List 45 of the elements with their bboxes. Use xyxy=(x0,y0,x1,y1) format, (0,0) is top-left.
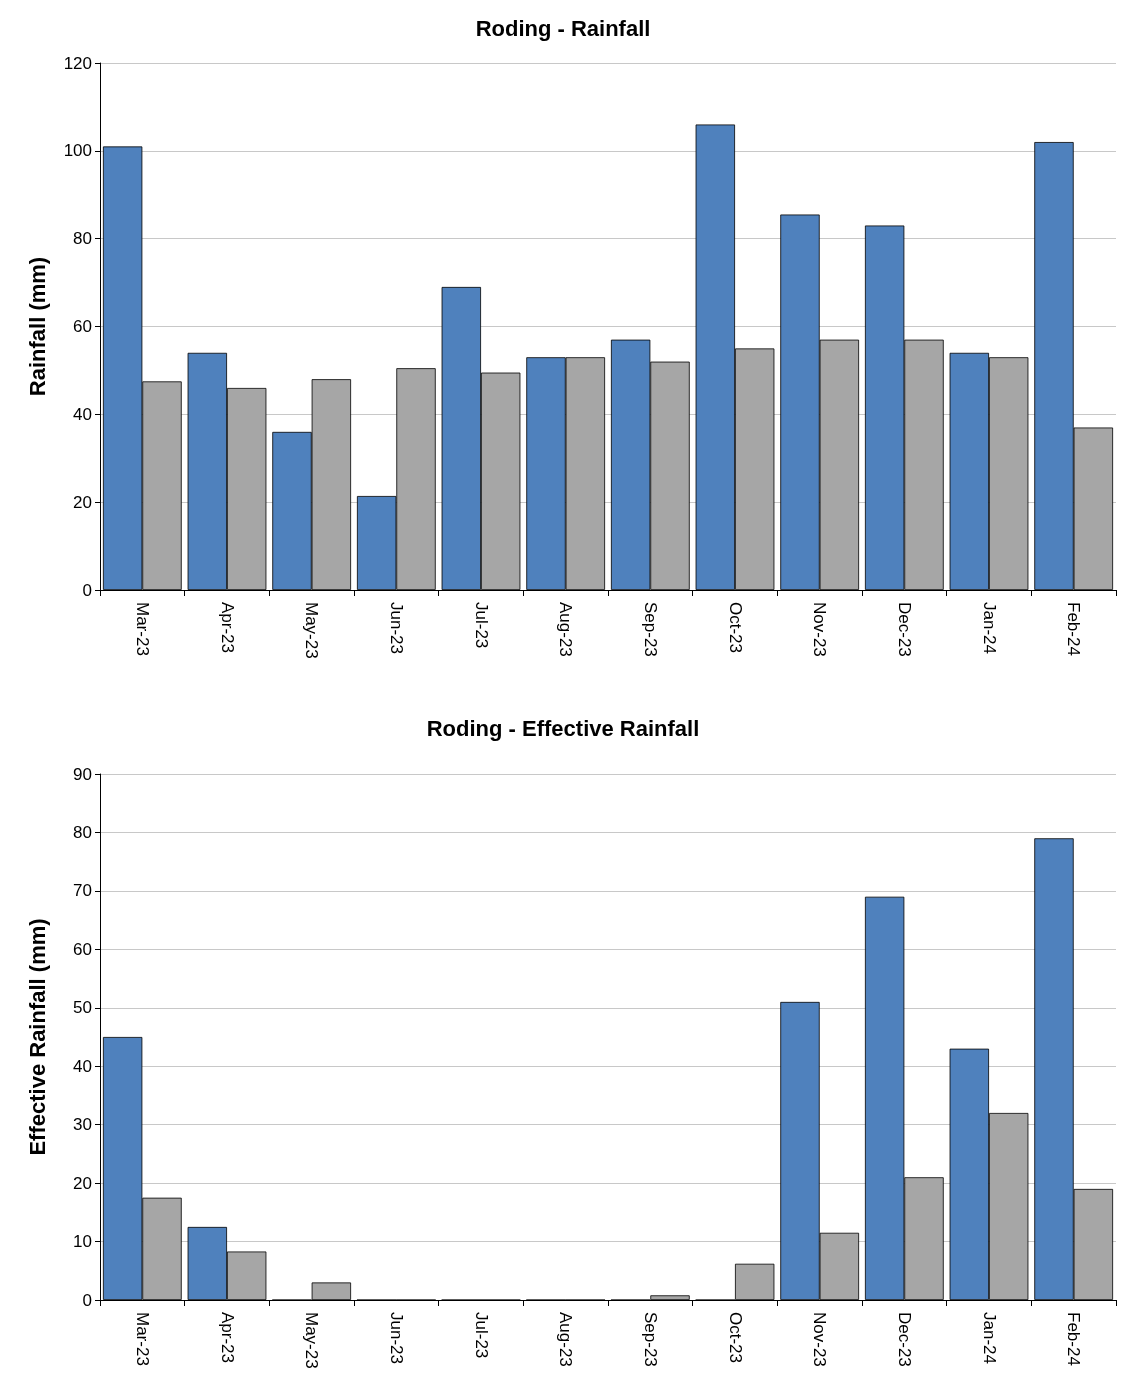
y-tick-label: 10 xyxy=(73,1232,92,1252)
y-tick-label: 90 xyxy=(73,764,92,784)
x-tick-label: Apr-23 xyxy=(217,602,237,654)
y-tick-label: 0 xyxy=(82,580,92,600)
y-axis-title: Rainfall (mm) xyxy=(24,256,50,397)
x-tick-label: Mar-23 xyxy=(132,1312,152,1366)
x-tick-label: May-23 xyxy=(302,602,322,659)
x-tick-label: Jul-23 xyxy=(471,602,491,649)
x-tick-label: Nov-23 xyxy=(810,1312,830,1367)
x-tick-label: Nov-23 xyxy=(810,602,830,657)
x-tick-label: Jun-23 xyxy=(386,602,406,654)
x-tick-label: Jan-24 xyxy=(979,1312,999,1364)
y-tick-label: 20 xyxy=(73,1173,92,1193)
y-tick-label: 70 xyxy=(73,881,92,901)
y-tick-label: 20 xyxy=(73,492,92,512)
y-tick-label: 120 xyxy=(63,53,92,73)
x-tick-label: May-23 xyxy=(302,1312,322,1369)
x-tick-label: Oct-23 xyxy=(725,602,745,654)
y-tick-label: 60 xyxy=(73,317,92,336)
x-tick-label: Aug-23 xyxy=(556,602,576,657)
y-tick-label: 0 xyxy=(82,1290,92,1310)
y-tick-label: 50 xyxy=(73,998,92,1018)
x-tick-label: Jan-24 xyxy=(979,602,999,654)
x-tick-label: Aug-23 xyxy=(556,1312,576,1367)
y-tick-label: 40 xyxy=(73,1056,92,1076)
y-axis-title: Effective Rainfall (mm) xyxy=(24,918,50,1156)
y-tick-label: 80 xyxy=(73,822,92,842)
chart-title: Roding - Effective Rainfall xyxy=(426,715,700,741)
chart-title: Roding - Rainfall xyxy=(475,15,651,41)
x-tick-label: Dec-23 xyxy=(894,1312,914,1367)
y-tick-label: 40 xyxy=(73,404,92,424)
x-tick-label: Sep-23 xyxy=(640,602,660,657)
y-tick-label: 60 xyxy=(73,939,92,959)
x-tick-label: Apr-23 xyxy=(217,1312,237,1364)
x-tick-label: Mar-23 xyxy=(132,602,152,656)
x-tick-label: Oct-23 xyxy=(725,1312,745,1364)
x-tick-label: Feb-24 xyxy=(1064,602,1084,656)
x-tick-label: Jul-23 xyxy=(471,1312,491,1359)
x-tick-label: Sep-23 xyxy=(640,1312,660,1367)
y-tick-label: 80 xyxy=(73,229,92,249)
x-tick-label: Feb-24 xyxy=(1064,1312,1084,1366)
y-tick-label: 30 xyxy=(73,1115,92,1135)
x-tick-label: Dec-23 xyxy=(894,602,914,657)
y-tick-label: 100 xyxy=(63,141,92,161)
x-tick-label: Jun-23 xyxy=(386,1312,406,1364)
